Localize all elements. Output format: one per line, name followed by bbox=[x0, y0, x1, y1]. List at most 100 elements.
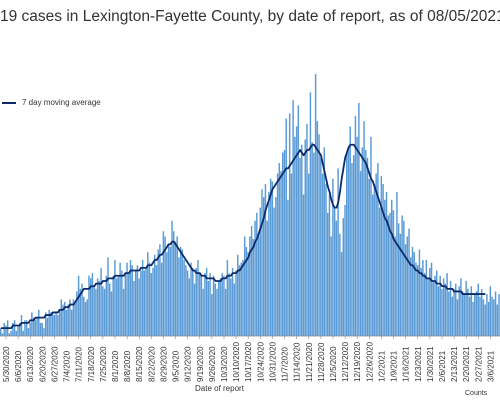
bar bbox=[356, 136, 358, 336]
bar bbox=[164, 236, 166, 336]
bar bbox=[143, 270, 146, 336]
bar bbox=[458, 286, 460, 336]
bar bbox=[344, 205, 346, 336]
bar bbox=[399, 233, 402, 336]
x-tick-label: 8/15/2020 bbox=[135, 346, 144, 382]
bar bbox=[290, 173, 293, 336]
bar bbox=[79, 288, 82, 336]
bar bbox=[53, 315, 56, 336]
bar bbox=[330, 236, 332, 336]
x-tick-label: 6/13/2020 bbox=[26, 346, 35, 382]
x-tick-label: 8/29/2020 bbox=[159, 346, 168, 382]
x-tick-label: 12/5/2020 bbox=[329, 346, 338, 382]
bar bbox=[304, 139, 306, 336]
bar bbox=[439, 275, 441, 336]
bar bbox=[326, 212, 329, 336]
bar bbox=[442, 278, 445, 336]
bar bbox=[160, 262, 163, 336]
bar bbox=[122, 288, 125, 336]
x-tick-label: 2/13/2021 bbox=[450, 346, 459, 382]
bar bbox=[22, 330, 24, 336]
bar bbox=[491, 296, 493, 336]
bar bbox=[136, 265, 139, 336]
bar bbox=[294, 136, 296, 336]
bar bbox=[295, 126, 298, 337]
bar bbox=[65, 309, 68, 336]
bar bbox=[271, 181, 274, 336]
bar bbox=[467, 288, 469, 336]
bar bbox=[347, 147, 350, 336]
bar bbox=[262, 197, 265, 336]
bar bbox=[411, 246, 414, 336]
bar bbox=[474, 294, 476, 336]
bar bbox=[453, 288, 455, 336]
bar bbox=[134, 270, 137, 336]
bar bbox=[192, 267, 194, 336]
x-tick-label: 9/26/2020 bbox=[208, 346, 217, 382]
bar bbox=[238, 265, 241, 336]
bar bbox=[370, 136, 372, 336]
bar bbox=[340, 252, 343, 336]
bar bbox=[58, 309, 61, 336]
bar bbox=[84, 301, 87, 336]
bar bbox=[288, 113, 291, 336]
bar bbox=[460, 278, 462, 336]
x-tick-label: 2/20/2021 bbox=[462, 346, 471, 382]
bar bbox=[105, 275, 108, 336]
bar bbox=[77, 275, 80, 336]
bar bbox=[103, 288, 106, 336]
bar bbox=[287, 199, 289, 336]
bar bbox=[188, 278, 191, 336]
bar bbox=[34, 320, 37, 336]
bar bbox=[384, 199, 386, 336]
x-tick-label: 8/1/2020 bbox=[111, 350, 120, 382]
bar bbox=[311, 142, 313, 336]
bar bbox=[157, 249, 159, 336]
bar bbox=[285, 118, 287, 336]
x-axis-ticks: 5/30/2020 6/6/2020 6/13/2020 6/20/2020 6/27/… bbox=[2, 336, 495, 382]
x-tick-label: 6/6/2020 bbox=[14, 350, 23, 382]
bar bbox=[179, 246, 182, 336]
bar bbox=[133, 280, 135, 336]
bar bbox=[425, 260, 428, 336]
bar bbox=[342, 218, 345, 336]
x-tick-label: 10/3/2020 bbox=[220, 346, 229, 382]
x-tick-label: 10/10/2020 bbox=[232, 341, 241, 382]
bar bbox=[380, 176, 383, 336]
bar bbox=[240, 262, 242, 336]
bar bbox=[174, 241, 177, 336]
bar bbox=[216, 288, 218, 336]
bar bbox=[249, 236, 251, 336]
bar bbox=[321, 173, 324, 336]
bar bbox=[15, 330, 18, 336]
bar bbox=[228, 273, 230, 336]
bar bbox=[224, 288, 227, 336]
bar bbox=[387, 215, 390, 336]
bar bbox=[404, 244, 407, 336]
moving-average-line bbox=[0, 143, 486, 330]
bar bbox=[102, 286, 104, 336]
bar bbox=[41, 322, 43, 336]
bar bbox=[124, 273, 127, 336]
bar bbox=[335, 220, 338, 336]
bar bbox=[55, 312, 57, 336]
bar bbox=[368, 178, 370, 336]
bar bbox=[29, 322, 31, 336]
bar bbox=[389, 212, 391, 336]
bar bbox=[32, 317, 35, 336]
bar bbox=[494, 291, 497, 336]
bar bbox=[185, 265, 187, 336]
bar bbox=[153, 254, 156, 336]
bar bbox=[223, 275, 225, 336]
bar bbox=[391, 199, 393, 336]
bar bbox=[230, 278, 232, 336]
x-tick-label: 5/30/2020 bbox=[2, 346, 11, 382]
bar bbox=[444, 283, 447, 336]
x-tick-label: 7/18/2020 bbox=[87, 346, 96, 382]
bar bbox=[302, 194, 305, 336]
bar bbox=[392, 210, 395, 336]
x-tick-label: 6/27/2020 bbox=[50, 346, 59, 382]
bar bbox=[57, 315, 59, 336]
bar bbox=[382, 184, 384, 336]
bar bbox=[415, 262, 417, 336]
